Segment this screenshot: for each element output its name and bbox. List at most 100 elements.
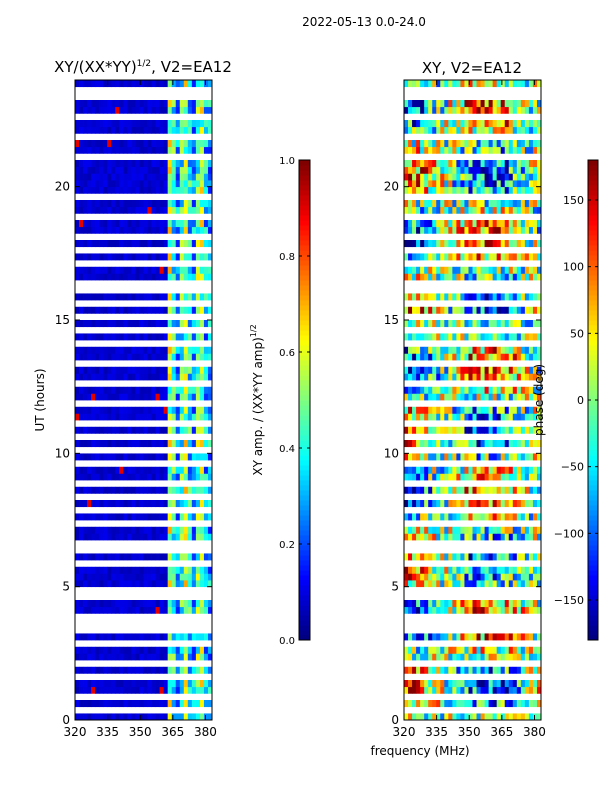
heatmap-cell: [528, 653, 534, 661]
heatmap-cell: [87, 226, 92, 234]
heatmap-cell: [191, 386, 197, 394]
heatmap-cell: [480, 273, 485, 281]
heatmap-cell: [139, 306, 144, 314]
heatmap-cell: [179, 500, 185, 508]
heatmap-cell: [191, 146, 197, 154]
heatmap-cell: [480, 366, 485, 374]
heatmap-cell: [87, 646, 92, 654]
heatmap-cell: [199, 206, 205, 214]
flagged-row: [404, 300, 541, 307]
heatmap-cell: [424, 266, 429, 274]
heatmap-cell: [516, 440, 522, 448]
heatmap-cell: [420, 500, 425, 508]
heatmap-cell: [187, 373, 193, 381]
heatmap-cell: [155, 393, 161, 401]
heatmap-cell: [175, 393, 181, 401]
heatmap-cell: [151, 700, 156, 708]
heatmap-cell: [420, 440, 425, 448]
heatmap-cell: [151, 160, 156, 168]
colorbar-segment: [299, 345, 310, 351]
heatmap-cell: [163, 373, 169, 381]
heatmap-cell: [187, 180, 193, 188]
heatmap-cell: [528, 553, 534, 561]
heatmap-cell: [91, 106, 96, 114]
heatmap-cell: [404, 686, 409, 694]
heatmap-cell: [528, 440, 534, 448]
heatmap-cell: [428, 186, 433, 194]
heatmap-cell: [492, 106, 498, 114]
heatmap-cell: [147, 100, 152, 108]
heatmap-cell: [91, 386, 96, 394]
heatmap-cell: [508, 80, 514, 88]
flagged-row: [75, 246, 212, 254]
flagged-row: [75, 113, 212, 120]
heatmap-cell: [131, 466, 136, 474]
heatmap-cell: [111, 466, 116, 474]
heatmap-cell: [95, 533, 100, 541]
heatmap-cell: [143, 253, 148, 261]
heatmap-cell: [163, 680, 169, 688]
heatmap-cell: [191, 553, 197, 561]
heatmap-cell: [91, 120, 96, 128]
heatmap-cell: [404, 500, 409, 508]
heatmap-cell: [87, 713, 92, 721]
heatmap-cell: [151, 186, 156, 194]
heatmap-cell: [155, 406, 161, 414]
heatmap-cell: [143, 553, 148, 561]
heatmap-cell: [516, 126, 522, 134]
heatmap-cell: [464, 566, 469, 574]
heatmap-cell: [516, 653, 522, 661]
heatmap-cell: [143, 566, 148, 574]
heatmap-cell: [75, 100, 80, 108]
heatmap-cell: [488, 533, 494, 541]
heatmap-cell: [484, 273, 490, 281]
heatmap-cell: [464, 580, 469, 588]
x-tick-label: 365: [161, 725, 184, 739]
heatmap-cell: [119, 306, 124, 314]
heatmap-cell: [143, 106, 148, 114]
heatmap-cell: [520, 666, 526, 674]
heatmap-cell: [460, 500, 465, 508]
heatmap-cell: [195, 513, 201, 521]
heatmap-cell: [416, 426, 421, 434]
heatmap-cell: [107, 240, 112, 248]
heatmap-cell: [456, 273, 461, 281]
heatmap-cell: [492, 533, 498, 541]
heatmap-cell: [448, 80, 453, 88]
heatmap-cell: [83, 120, 88, 128]
heatmap-cell: [516, 106, 522, 114]
heatmap-cell: [183, 393, 189, 401]
heatmap-cell: [464, 486, 469, 494]
heatmap-cell: [504, 600, 510, 608]
heatmap-cell: [115, 486, 120, 494]
heatmap-cell: [115, 553, 120, 561]
heatmap-cell: [432, 273, 437, 281]
heatmap-cell: [520, 513, 526, 521]
heatmap-cell: [520, 293, 526, 301]
heatmap-cell: [107, 600, 112, 608]
heatmap-cell: [163, 353, 169, 361]
heatmap-cell: [456, 500, 461, 508]
heatmap-cell: [115, 386, 120, 394]
heatmap-cell: [460, 126, 465, 134]
heatmap-cell: [480, 486, 485, 494]
heatmap-cell: [464, 253, 469, 261]
heatmap-cell: [159, 553, 165, 561]
heatmap-cell: [512, 240, 518, 248]
heatmap-cell: [472, 306, 477, 314]
heatmap-cell: [504, 566, 510, 574]
heatmap-cell: [143, 466, 148, 474]
heatmap-cell: [167, 100, 173, 108]
heatmap-cell: [524, 500, 530, 508]
heatmap-cell: [99, 80, 104, 88]
heatmap-cell: [444, 220, 449, 228]
heatmap-cell: [516, 266, 522, 274]
heatmap-cell: [448, 713, 453, 721]
heatmap-cell: [420, 580, 425, 588]
heatmap-cell: [424, 713, 429, 721]
heatmap-cell: [532, 226, 538, 234]
heatmap-cell: [420, 393, 425, 401]
heatmap-cell: [440, 646, 445, 654]
heatmap-cell: [428, 500, 433, 508]
